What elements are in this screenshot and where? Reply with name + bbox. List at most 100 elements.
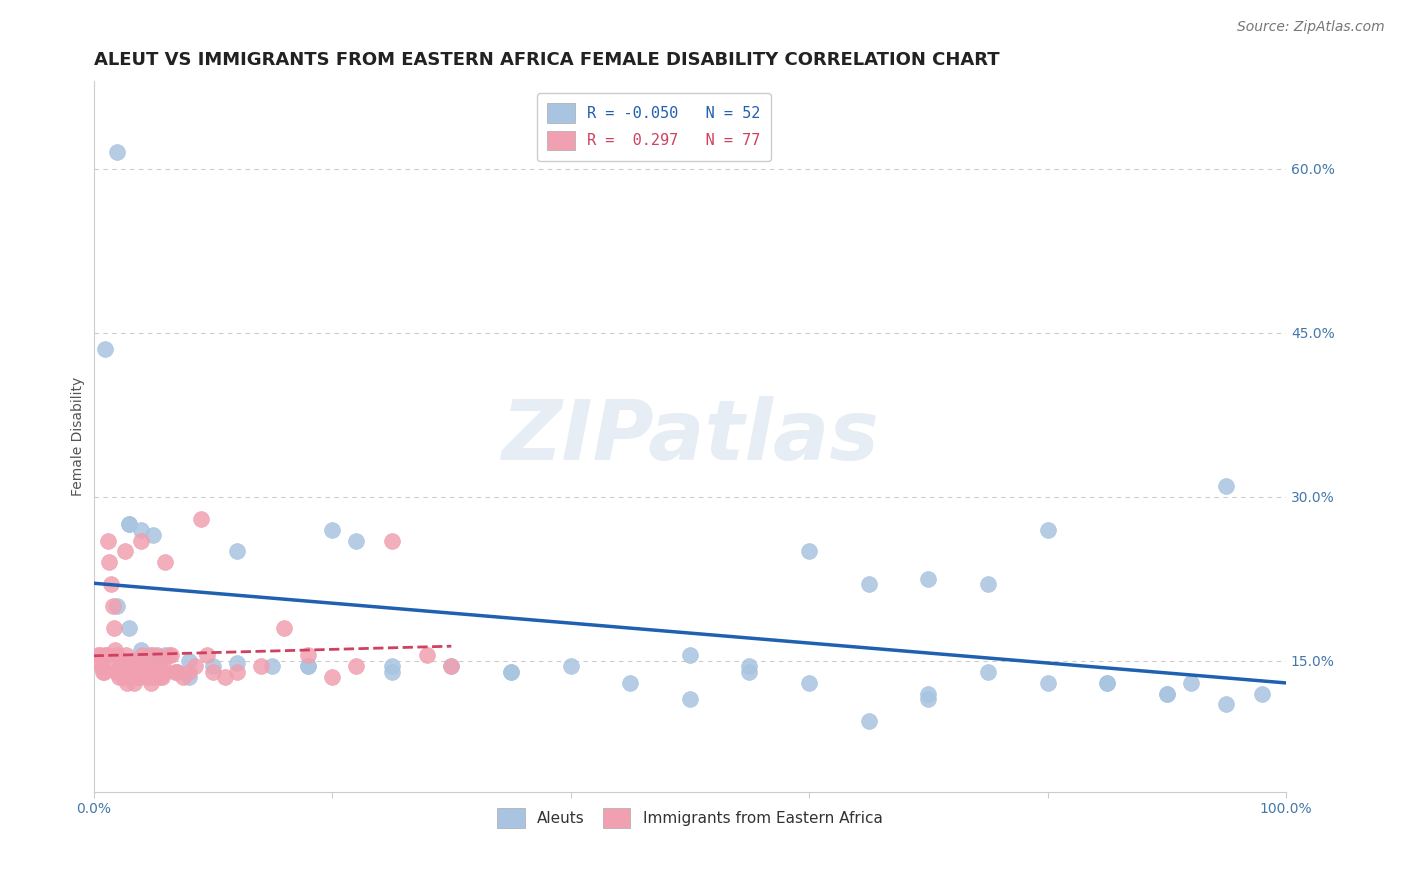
Point [129,523,152,537]
Text: ALEUT VS IMMIGRANTS FROM EASTERN AFRICA FEMALE DISABILITY CORRELATION CHART: ALEUT VS IMMIGRANTS FROM EASTERN AFRICA … [94,51,1000,69]
Point [1215,479,1237,493]
Point [297,659,319,673]
Point [91,665,114,679]
Point [917,687,939,701]
Point [90,659,112,673]
Point [797,544,820,558]
Point [381,665,404,679]
Point [416,648,439,663]
Point [225,544,247,558]
Point [122,675,145,690]
Point [138,670,160,684]
Point [797,675,820,690]
Point [1036,523,1059,537]
Point [128,665,150,679]
Point [679,692,702,706]
Point [112,670,135,684]
Point [177,654,200,668]
Point [499,665,522,679]
Point [917,572,939,586]
Text: Source: ZipAtlas.com: Source: ZipAtlas.com [1237,20,1385,34]
Point [87,648,110,663]
Point [129,670,152,684]
Point [118,665,141,679]
Point [184,659,207,673]
Point [1095,675,1118,690]
Point [177,670,200,684]
Point [297,659,319,673]
Point [108,659,131,673]
Point [858,714,880,728]
Point [297,648,319,663]
Point [619,675,641,690]
Point [344,533,367,548]
Point [118,621,141,635]
Point [122,659,145,673]
Point [118,517,141,532]
Point [114,544,136,558]
Point [273,621,295,635]
Point [1095,675,1118,690]
Point [146,648,169,663]
Point [321,523,343,537]
Point [98,555,121,569]
Point [152,659,174,673]
Point [163,665,186,679]
Point [225,656,247,670]
Point [111,659,134,673]
Point [560,659,582,673]
Point [129,533,152,548]
Point [107,599,129,613]
Point [129,643,152,657]
Point [110,665,132,679]
Point [149,670,172,684]
Legend: Aleuts, Immigrants from Eastern Africa: Aleuts, Immigrants from Eastern Africa [491,802,889,834]
Point [738,665,761,679]
Point [138,648,160,663]
Point [89,648,111,663]
Point [142,659,165,673]
Point [679,648,702,663]
Point [150,670,173,684]
Point [146,665,169,679]
Point [214,670,236,684]
Point [738,659,761,673]
Point [100,577,122,591]
Point [858,577,880,591]
Point [124,659,146,673]
Point [160,648,183,663]
Point [121,654,143,668]
Point [499,665,522,679]
Point [177,665,200,679]
Point [201,665,224,679]
Point [96,648,118,663]
Point [93,665,115,679]
Point [157,648,180,663]
Point [118,517,141,532]
Point [97,533,120,548]
Point [107,670,129,684]
Point [125,670,148,684]
Point [249,659,271,673]
Point [94,342,117,356]
Point [225,665,247,679]
Point [148,659,170,673]
Point [977,665,1000,679]
Point [321,670,343,684]
Point [101,599,124,613]
Point [172,670,194,684]
Point [440,659,463,673]
Point [98,659,121,673]
Point [143,670,166,684]
Point [977,577,1000,591]
Point [1156,687,1178,701]
Point [127,665,149,679]
Y-axis label: Female Disability: Female Disability [72,377,86,496]
Point [107,648,129,663]
Point [190,511,212,525]
Point [103,621,125,635]
Point [381,533,404,548]
Point [117,665,139,679]
Point [195,648,218,663]
Point [381,659,404,673]
